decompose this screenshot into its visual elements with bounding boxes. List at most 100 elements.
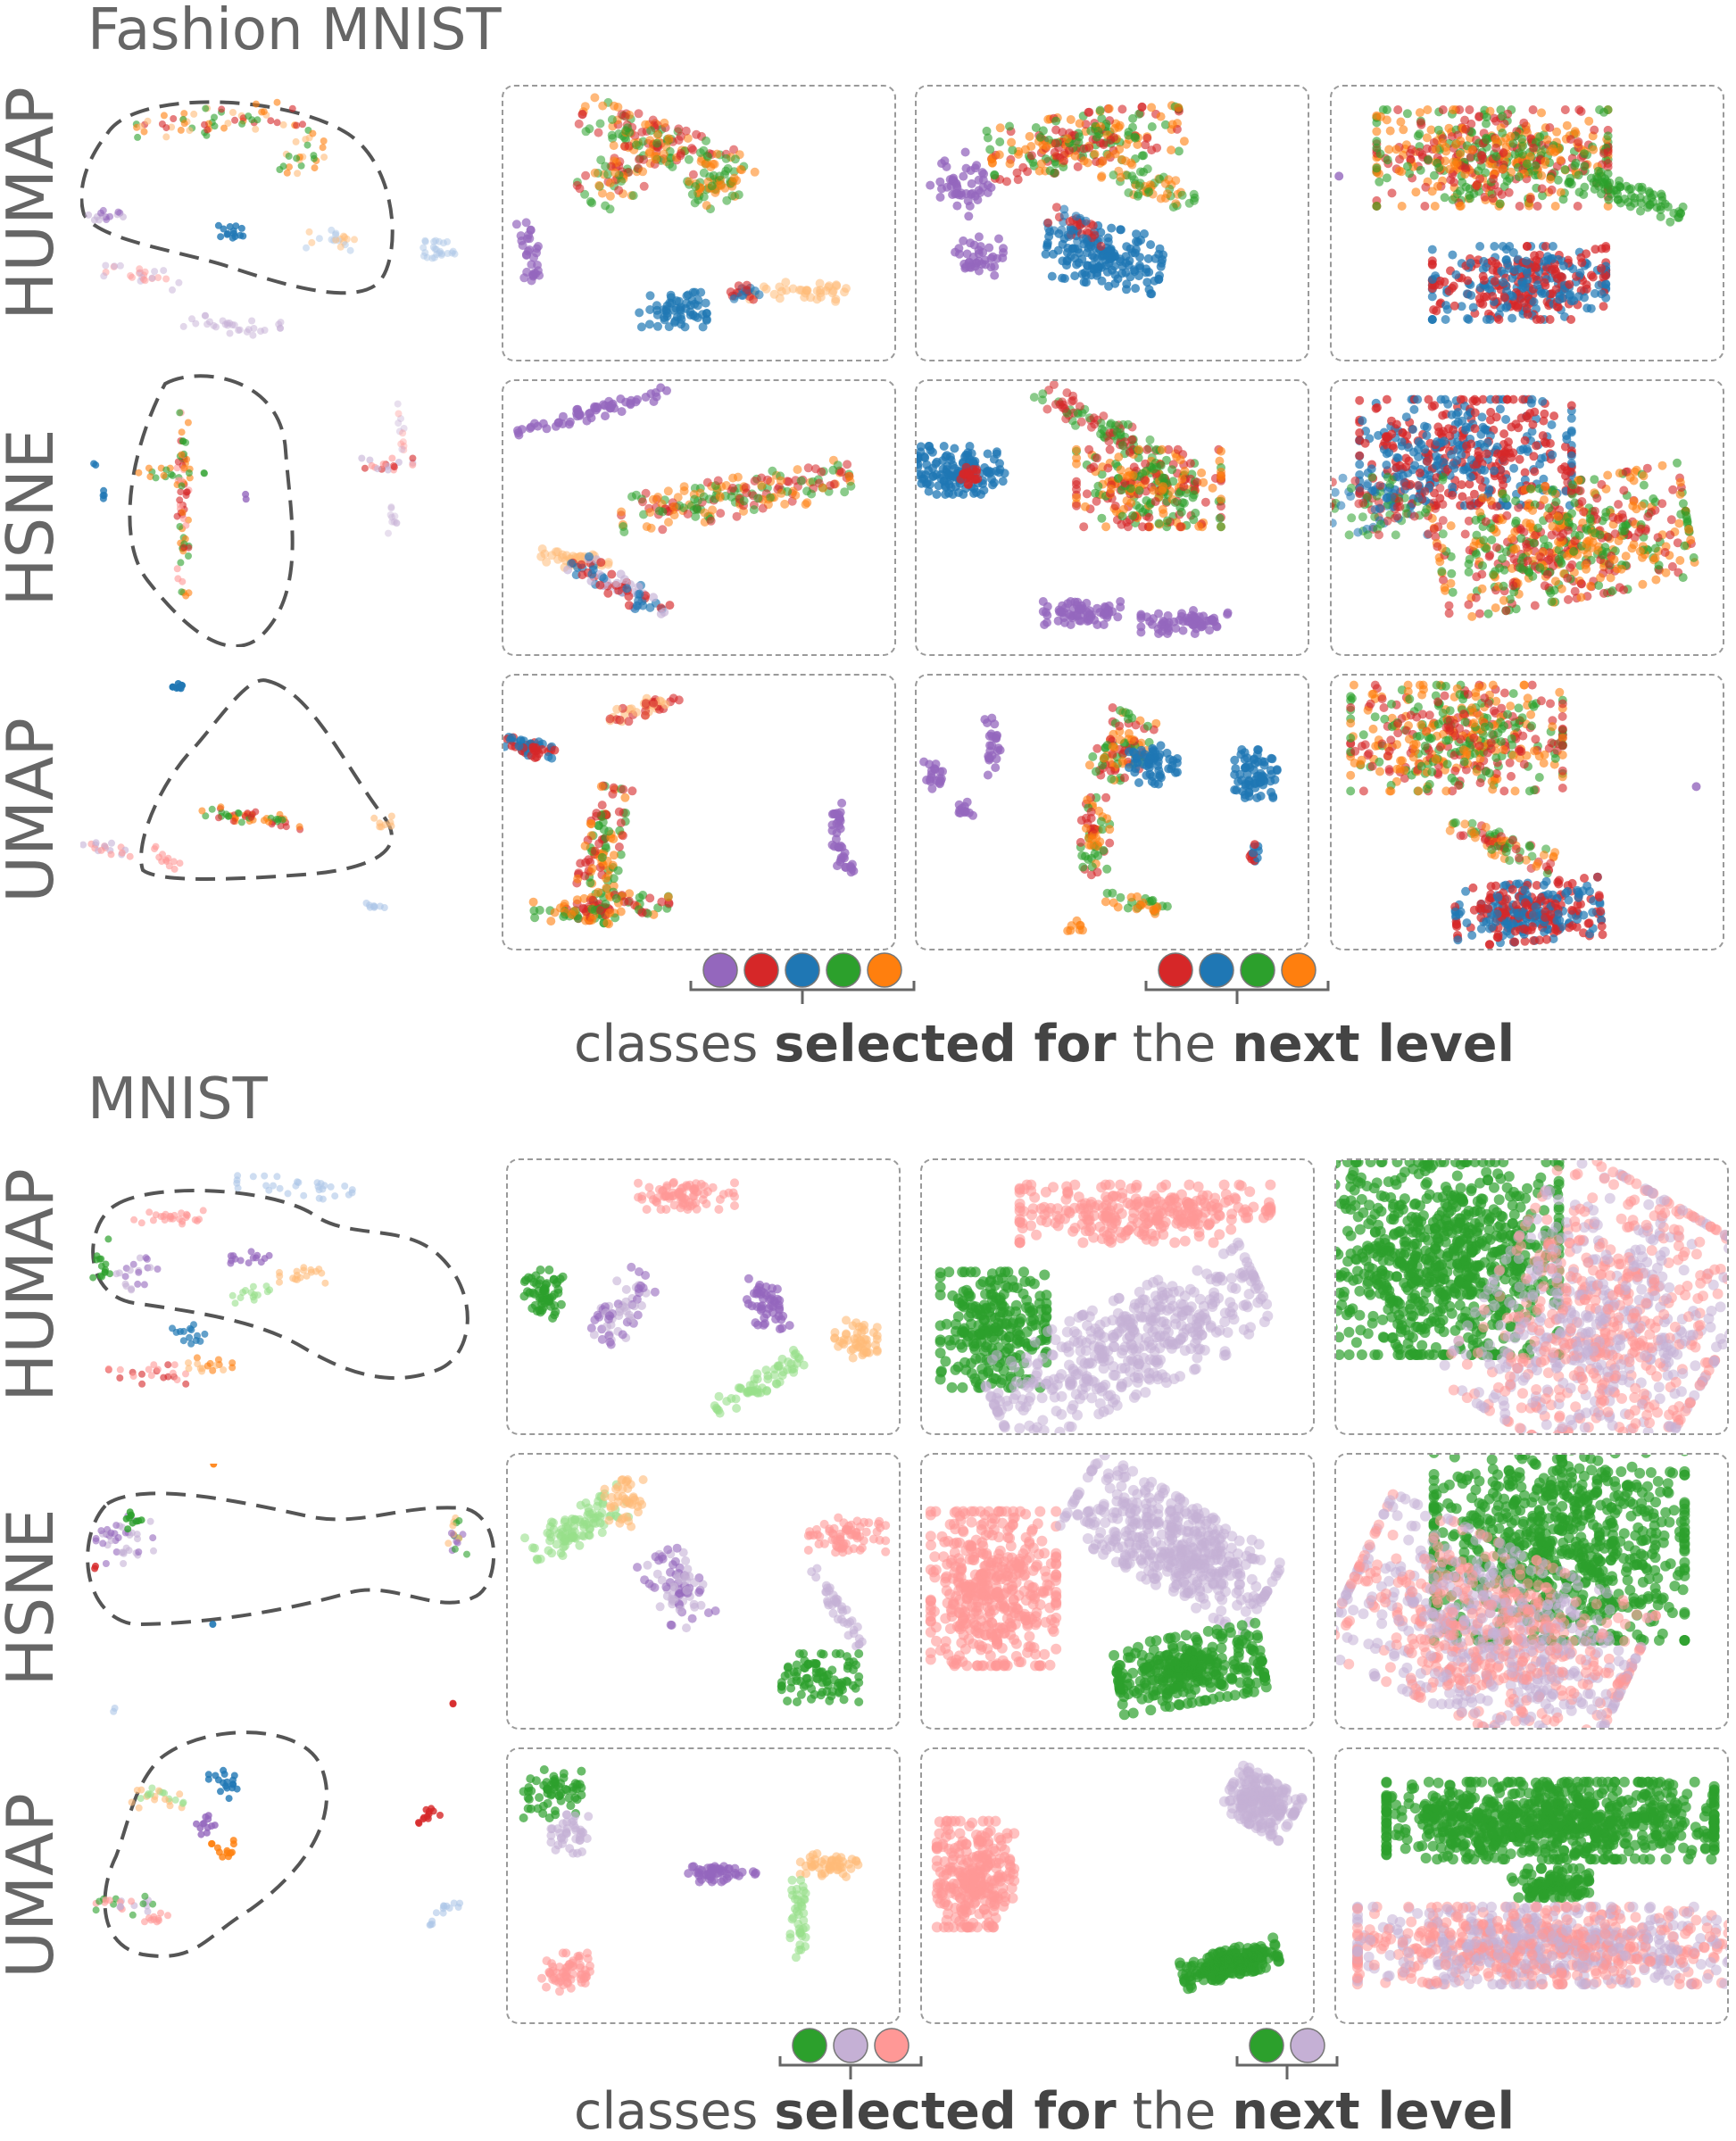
data-point xyxy=(981,261,990,270)
data-point xyxy=(1471,408,1480,417)
data-point xyxy=(1556,533,1565,542)
data-point xyxy=(1116,225,1125,234)
data-point xyxy=(625,897,634,906)
data-point xyxy=(1601,244,1610,253)
data-point xyxy=(985,754,994,763)
data-point xyxy=(98,847,105,854)
data-point xyxy=(1060,274,1069,283)
data-point xyxy=(1134,445,1143,454)
data-point xyxy=(846,863,855,872)
data-point xyxy=(153,843,160,851)
data-point xyxy=(944,470,953,479)
data-point xyxy=(351,236,358,243)
data-point xyxy=(1504,437,1513,446)
data-point xyxy=(635,308,644,317)
data-point xyxy=(1503,302,1512,311)
data-point xyxy=(1113,427,1122,436)
scatter-svg xyxy=(917,676,1308,949)
data-point xyxy=(1546,175,1555,184)
data-point xyxy=(1339,474,1348,483)
data-point xyxy=(933,490,942,499)
data-point xyxy=(1168,120,1177,129)
data-point xyxy=(1399,125,1408,134)
data-point xyxy=(584,855,593,864)
data-point xyxy=(658,525,667,534)
data-point xyxy=(1577,107,1586,116)
data-point xyxy=(1471,516,1480,525)
data-point xyxy=(1502,255,1511,264)
data-point xyxy=(1118,512,1127,521)
data-point xyxy=(616,394,625,403)
data-point xyxy=(708,181,717,190)
data-point xyxy=(388,519,395,526)
data-point xyxy=(763,476,772,485)
data-point xyxy=(1383,105,1391,114)
data-point xyxy=(1384,145,1393,154)
data-point xyxy=(638,497,647,506)
data-point xyxy=(619,831,627,840)
fashion-humap-level-1 xyxy=(502,85,896,361)
data-point xyxy=(1043,219,1052,228)
data-point xyxy=(1164,175,1173,184)
data-point xyxy=(137,123,145,130)
data-point xyxy=(1599,589,1608,598)
data-point xyxy=(846,482,855,491)
data-point xyxy=(1622,182,1631,191)
data-point xyxy=(985,145,994,154)
data-point xyxy=(1118,441,1127,450)
data-point xyxy=(806,293,815,302)
data-point xyxy=(261,817,268,824)
data-point xyxy=(580,872,589,881)
data-point xyxy=(1495,564,1504,573)
data-point xyxy=(590,93,599,102)
data-point xyxy=(1458,178,1466,187)
data-point xyxy=(1030,393,1039,402)
data-point xyxy=(1217,522,1225,531)
data-point xyxy=(1433,456,1442,465)
data-point xyxy=(1138,103,1147,112)
data-point xyxy=(975,245,984,254)
data-point xyxy=(707,517,716,526)
data-point xyxy=(536,906,544,915)
data-point xyxy=(1424,529,1433,538)
data-point xyxy=(1144,254,1153,263)
data-point xyxy=(1509,464,1518,473)
data-point xyxy=(1622,552,1631,560)
data-point xyxy=(1125,448,1134,457)
data-point xyxy=(797,477,806,485)
data-point xyxy=(1077,418,1086,427)
data-point xyxy=(573,181,582,190)
data-point xyxy=(1167,465,1176,474)
data-point xyxy=(1036,133,1045,142)
data-point xyxy=(728,474,737,483)
data-point xyxy=(1141,476,1150,485)
data-point xyxy=(604,827,613,836)
data-point xyxy=(1410,512,1419,521)
data-point xyxy=(559,912,568,921)
data-point xyxy=(667,291,676,300)
data-point xyxy=(1545,514,1554,523)
data-point xyxy=(1104,437,1113,446)
data-point xyxy=(212,323,220,330)
scatter-svg xyxy=(1332,381,1723,654)
data-point xyxy=(1490,467,1499,476)
data-point xyxy=(619,522,627,531)
data-point xyxy=(1105,104,1114,113)
data-point xyxy=(1174,104,1183,112)
data-point xyxy=(1090,413,1099,422)
data-point xyxy=(1420,202,1429,211)
data-point xyxy=(829,809,838,818)
data-point xyxy=(1441,586,1449,595)
data-point xyxy=(1376,112,1385,121)
data-point xyxy=(1114,123,1123,132)
data-point xyxy=(1577,579,1586,588)
data-point xyxy=(975,232,984,241)
data-point xyxy=(645,319,654,328)
data-point xyxy=(1643,464,1652,473)
data-point xyxy=(1537,171,1546,180)
data-point xyxy=(1531,602,1540,610)
data-point xyxy=(398,446,405,453)
data-point xyxy=(1104,151,1113,160)
data-point xyxy=(1403,162,1412,170)
data-point xyxy=(1580,149,1589,158)
